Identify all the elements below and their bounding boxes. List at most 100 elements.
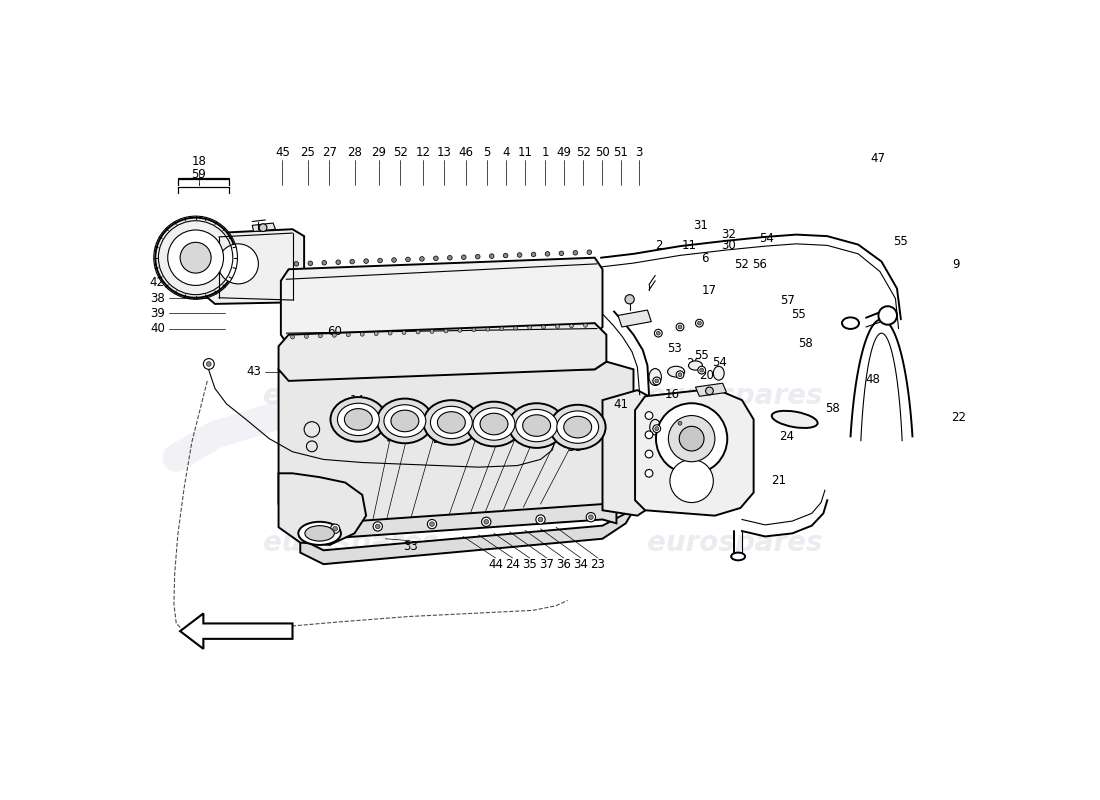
Text: eurospares: eurospares bbox=[647, 382, 822, 410]
Circle shape bbox=[559, 251, 563, 256]
Ellipse shape bbox=[689, 361, 703, 370]
Circle shape bbox=[448, 255, 452, 260]
Text: 4: 4 bbox=[502, 146, 509, 159]
Circle shape bbox=[586, 513, 595, 522]
Polygon shape bbox=[278, 323, 606, 381]
Ellipse shape bbox=[390, 410, 419, 432]
Circle shape bbox=[308, 261, 312, 266]
Circle shape bbox=[486, 327, 490, 331]
Text: 52: 52 bbox=[576, 146, 591, 159]
Circle shape bbox=[373, 522, 383, 531]
Text: 37: 37 bbox=[539, 558, 554, 570]
Text: 11: 11 bbox=[518, 146, 532, 159]
Text: 16: 16 bbox=[664, 388, 680, 402]
Text: 22: 22 bbox=[952, 411, 966, 424]
Polygon shape bbox=[524, 407, 538, 446]
Circle shape bbox=[484, 519, 488, 524]
Circle shape bbox=[517, 253, 521, 258]
Text: 8: 8 bbox=[407, 422, 414, 435]
Circle shape bbox=[528, 326, 531, 330]
Polygon shape bbox=[206, 230, 304, 304]
Circle shape bbox=[336, 260, 341, 265]
Ellipse shape bbox=[384, 405, 426, 437]
Circle shape bbox=[556, 325, 560, 329]
Circle shape bbox=[499, 326, 504, 330]
Text: 12: 12 bbox=[416, 146, 430, 159]
Circle shape bbox=[654, 426, 659, 430]
Ellipse shape bbox=[344, 409, 372, 430]
Circle shape bbox=[458, 329, 462, 332]
Circle shape bbox=[392, 258, 396, 262]
Ellipse shape bbox=[650, 419, 661, 435]
Text: eurospares: eurospares bbox=[647, 529, 822, 557]
Circle shape bbox=[388, 331, 392, 335]
Circle shape bbox=[645, 431, 653, 438]
Circle shape bbox=[462, 255, 466, 259]
Circle shape bbox=[695, 319, 703, 327]
Circle shape bbox=[419, 257, 425, 261]
Circle shape bbox=[678, 373, 682, 377]
Text: 46: 46 bbox=[459, 146, 473, 159]
Ellipse shape bbox=[772, 411, 817, 428]
Text: 18: 18 bbox=[191, 155, 207, 168]
Text: 49: 49 bbox=[557, 146, 571, 159]
Text: 14: 14 bbox=[350, 394, 365, 407]
Text: 13: 13 bbox=[430, 422, 446, 435]
Circle shape bbox=[536, 515, 546, 524]
Circle shape bbox=[653, 377, 661, 385]
Text: 29: 29 bbox=[557, 422, 571, 435]
Circle shape bbox=[322, 261, 327, 265]
Circle shape bbox=[444, 329, 448, 333]
Circle shape bbox=[472, 328, 476, 332]
Text: 55: 55 bbox=[893, 235, 907, 249]
Polygon shape bbox=[312, 504, 616, 538]
Circle shape bbox=[332, 334, 337, 338]
Circle shape bbox=[645, 450, 653, 458]
Circle shape bbox=[433, 256, 438, 261]
Circle shape bbox=[588, 515, 593, 519]
Circle shape bbox=[374, 332, 378, 336]
Circle shape bbox=[531, 252, 536, 257]
Ellipse shape bbox=[550, 405, 606, 450]
Text: 39: 39 bbox=[150, 307, 165, 320]
Circle shape bbox=[879, 306, 896, 325]
Polygon shape bbox=[252, 223, 275, 231]
Text: 30: 30 bbox=[720, 238, 736, 251]
Circle shape bbox=[654, 330, 662, 337]
Text: 15: 15 bbox=[386, 422, 400, 435]
Text: 2: 2 bbox=[656, 239, 663, 252]
Circle shape bbox=[546, 251, 550, 256]
Text: 53: 53 bbox=[668, 342, 682, 355]
Text: 12: 12 bbox=[474, 422, 488, 435]
Circle shape bbox=[377, 258, 383, 263]
Circle shape bbox=[290, 335, 295, 339]
Circle shape bbox=[697, 322, 702, 325]
Text: 5: 5 bbox=[483, 146, 491, 159]
Text: eurospares: eurospares bbox=[263, 529, 439, 557]
Ellipse shape bbox=[842, 318, 859, 329]
Circle shape bbox=[645, 412, 653, 419]
Circle shape bbox=[346, 333, 350, 337]
Circle shape bbox=[669, 415, 715, 462]
Text: 34: 34 bbox=[573, 558, 588, 570]
Text: 52: 52 bbox=[393, 146, 407, 159]
Circle shape bbox=[583, 323, 587, 327]
Text: 43: 43 bbox=[246, 366, 261, 378]
Text: 29: 29 bbox=[372, 146, 386, 159]
Text: 24: 24 bbox=[505, 558, 520, 570]
Ellipse shape bbox=[424, 400, 480, 445]
Circle shape bbox=[403, 330, 406, 334]
Text: 32: 32 bbox=[720, 228, 736, 241]
Circle shape bbox=[333, 526, 338, 531]
Circle shape bbox=[218, 244, 258, 284]
Text: 20: 20 bbox=[700, 369, 714, 382]
Circle shape bbox=[350, 259, 354, 264]
Text: 56: 56 bbox=[752, 258, 768, 270]
Text: 55: 55 bbox=[694, 350, 710, 362]
Text: 52: 52 bbox=[734, 258, 748, 270]
Text: 13: 13 bbox=[437, 146, 452, 159]
Text: 28: 28 bbox=[575, 422, 590, 435]
Text: 9: 9 bbox=[953, 258, 959, 270]
Text: 38: 38 bbox=[150, 291, 165, 305]
Polygon shape bbox=[635, 389, 754, 516]
